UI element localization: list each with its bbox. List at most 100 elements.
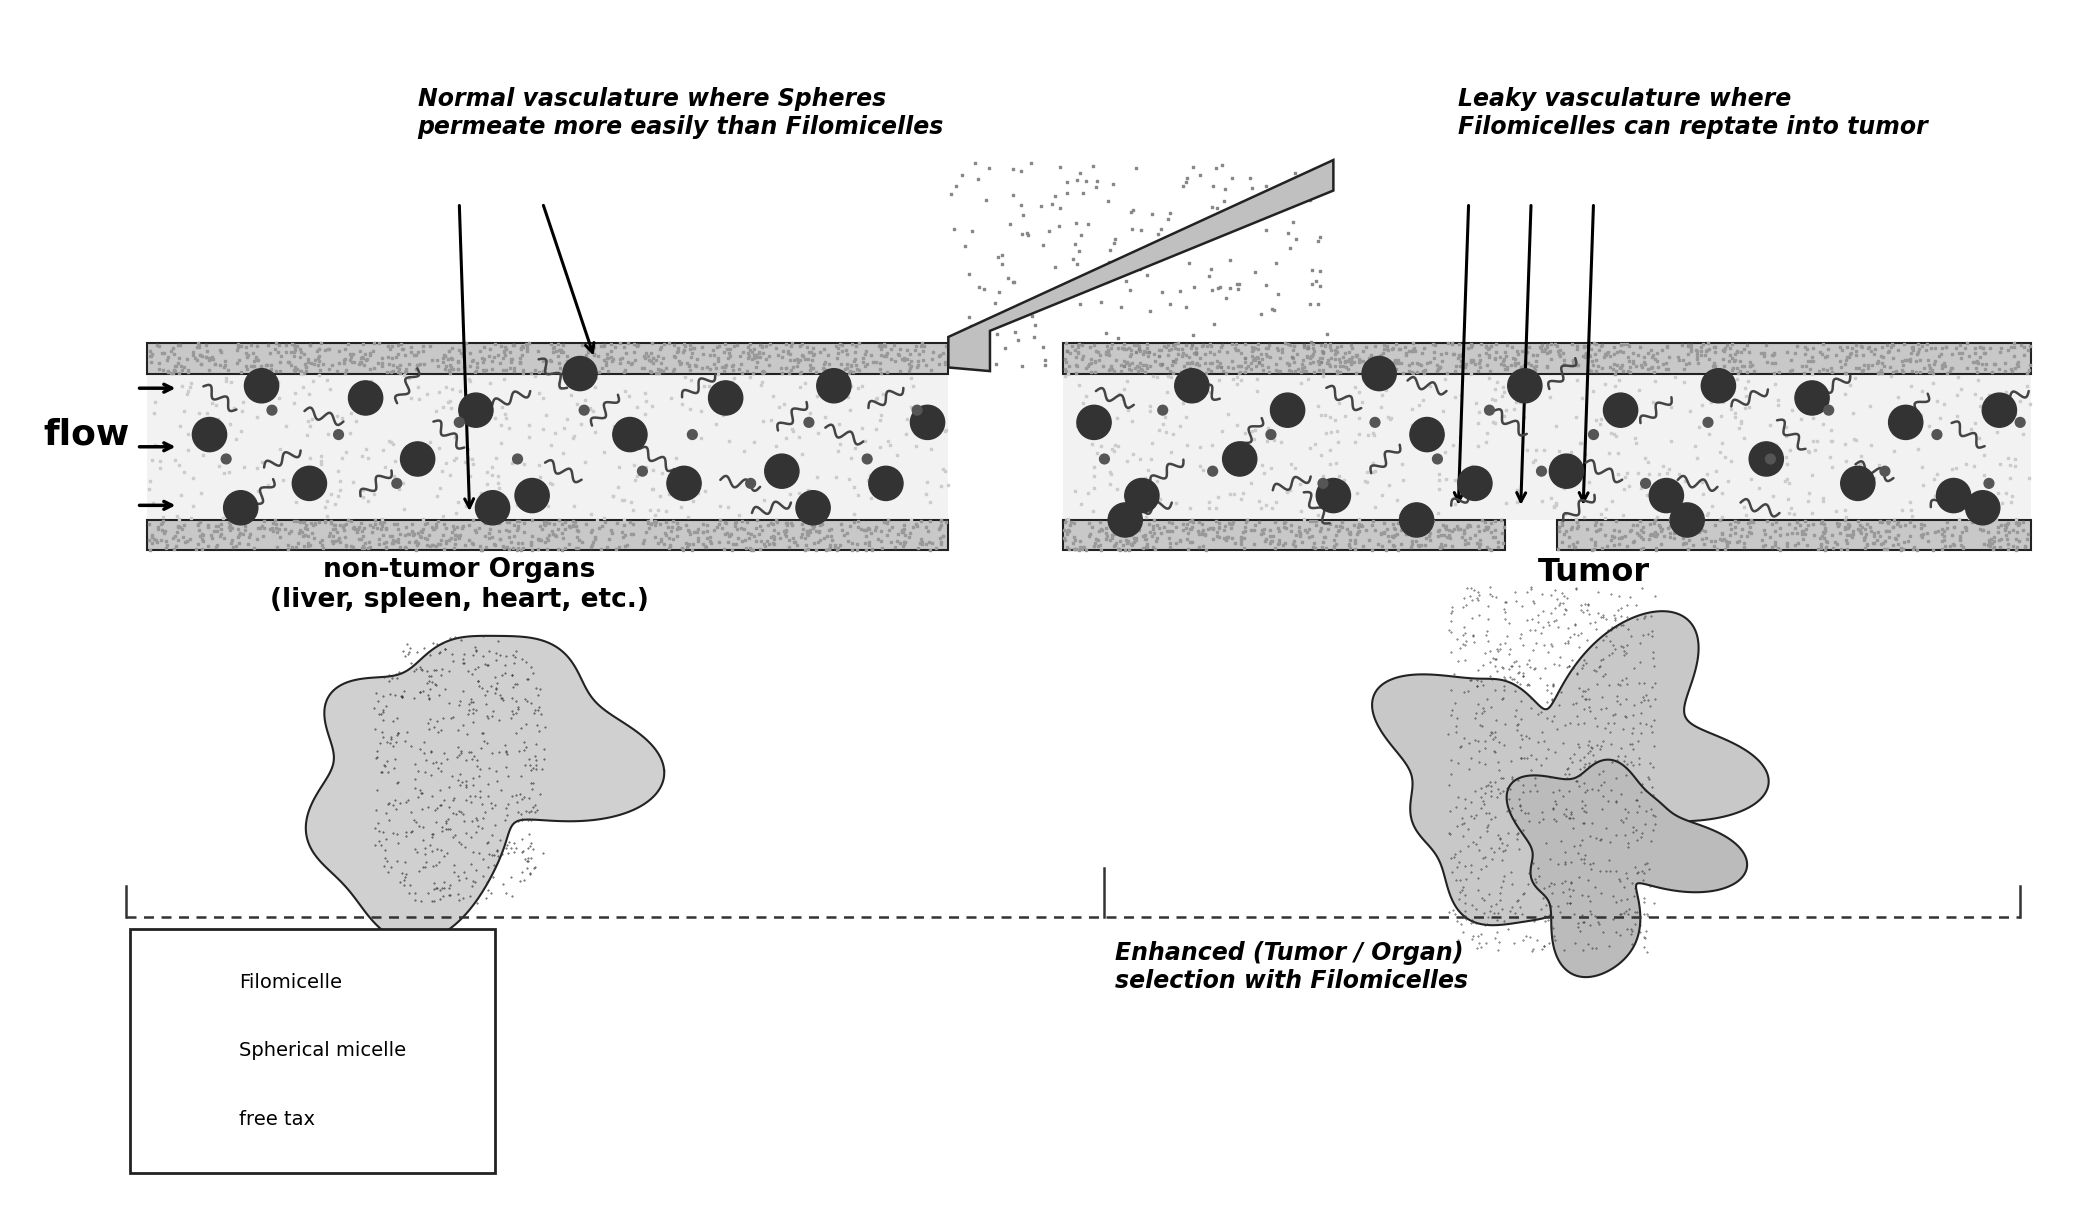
Text: Tumor: Tumor (1538, 556, 1651, 587)
Point (323, 471, 356, 490)
Point (1280, 362, 1313, 382)
Point (688, 536, 721, 555)
Point (1065, 349, 1098, 368)
Point (523, 516, 556, 536)
Point (575, 536, 609, 555)
Point (1688, 345, 1721, 364)
Point (1198, 314, 1232, 334)
Point (365, 515, 398, 534)
Point (1227, 528, 1261, 548)
Point (213, 512, 246, 532)
Point (1615, 520, 1648, 539)
Point (1609, 526, 1642, 545)
Point (1238, 350, 1271, 369)
Point (846, 349, 879, 368)
Point (1757, 345, 1790, 364)
Point (869, 345, 902, 364)
Point (348, 356, 381, 375)
Point (1553, 527, 1586, 547)
Point (2009, 375, 2042, 395)
Point (1874, 338, 1907, 357)
Point (825, 335, 859, 355)
Point (804, 515, 838, 534)
Point (2011, 530, 2044, 549)
Point (627, 533, 661, 553)
Point (1990, 534, 2024, 554)
Point (342, 522, 375, 542)
Point (929, 421, 963, 440)
Point (907, 350, 940, 369)
Point (1657, 523, 1690, 543)
Point (1967, 520, 2001, 539)
Point (404, 527, 438, 547)
Point (1755, 346, 1788, 366)
Point (850, 341, 884, 361)
Point (1261, 340, 1294, 360)
Point (1498, 353, 1532, 373)
Point (852, 519, 886, 538)
Point (1667, 372, 1701, 391)
Point (1757, 342, 1790, 362)
Point (1803, 528, 1836, 548)
Point (1313, 440, 1346, 460)
Point (650, 501, 684, 521)
Point (888, 520, 921, 539)
Point (690, 528, 723, 548)
Point (1386, 454, 1419, 473)
Point (1338, 533, 1371, 553)
Point (1884, 516, 1917, 536)
Point (1942, 509, 1976, 528)
Point (346, 519, 379, 538)
Point (461, 353, 494, 373)
Point (1365, 353, 1398, 373)
Point (904, 530, 938, 549)
Point (1350, 462, 1384, 482)
Point (504, 336, 538, 356)
Point (1242, 334, 1275, 353)
Ellipse shape (913, 405, 921, 415)
Point (1242, 353, 1275, 373)
Point (400, 356, 433, 375)
Point (1359, 461, 1392, 481)
Point (1221, 340, 1255, 360)
Point (1576, 351, 1609, 371)
Point (1175, 335, 1209, 355)
Point (306, 538, 340, 558)
Point (1903, 350, 1936, 369)
Point (552, 534, 586, 554)
Point (1715, 520, 1748, 539)
Point (1223, 489, 1257, 509)
Point (1709, 539, 1742, 559)
Point (1588, 397, 1621, 417)
Point (773, 363, 807, 383)
Point (442, 492, 475, 511)
Point (525, 519, 559, 538)
Point (836, 533, 869, 553)
Point (1117, 444, 1150, 464)
Point (1169, 335, 1202, 355)
Point (321, 461, 354, 481)
Point (1317, 537, 1350, 556)
Point (306, 353, 340, 373)
Point (1052, 364, 1086, 384)
Point (1273, 515, 1307, 534)
Point (2007, 512, 2040, 532)
Point (673, 340, 706, 360)
Point (1363, 360, 1396, 379)
Point (502, 511, 536, 531)
Point (706, 361, 740, 380)
Point (1169, 172, 1202, 192)
Point (561, 521, 594, 541)
Point (1926, 532, 1959, 552)
Point (1578, 539, 1611, 559)
Point (1109, 352, 1142, 372)
Point (229, 516, 263, 536)
Point (552, 372, 586, 391)
Point (196, 347, 229, 367)
Point (483, 416, 517, 435)
Point (1448, 357, 1482, 377)
Point (1534, 350, 1567, 369)
Point (548, 512, 581, 532)
Point (1473, 522, 1507, 542)
Point (1909, 341, 1942, 361)
